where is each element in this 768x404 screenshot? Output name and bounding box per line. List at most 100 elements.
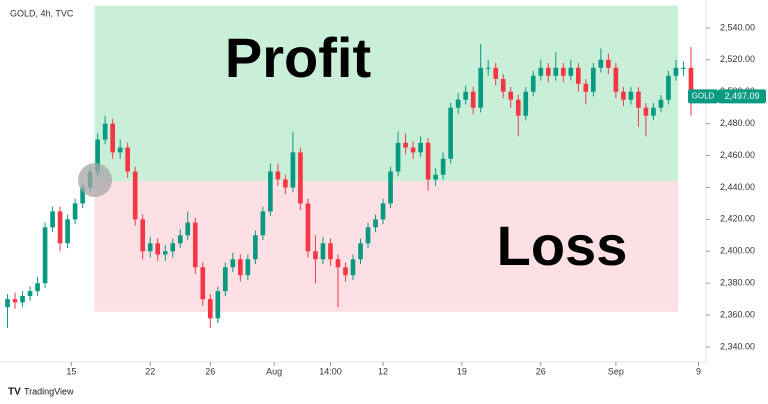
- candle-body: [65, 219, 70, 244]
- candle-body: [177, 235, 183, 244]
- candle-body: [508, 91, 514, 100]
- zone: [94, 181, 679, 312]
- footer: TradingView: [24, 386, 74, 396]
- price-tag-name-bg: [688, 89, 718, 104]
- candle: [313, 235, 318, 284]
- candle: [72, 198, 78, 225]
- candle: [147, 236, 153, 258]
- candle: [365, 222, 371, 249]
- candle-body: [50, 211, 55, 228]
- candle: [606, 53, 611, 75]
- candle: [560, 63, 566, 83]
- candle-body: [621, 91, 626, 100]
- candle: [583, 78, 589, 105]
- candle: [298, 147, 303, 210]
- plot: [5, 5, 694, 328]
- candle-body: [455, 99, 461, 108]
- candle-body: [245, 259, 251, 276]
- candle-body: [478, 67, 484, 108]
- candle: [666, 70, 671, 105]
- candle-body: [636, 91, 641, 108]
- candle: [463, 85, 468, 105]
- candle: [283, 174, 288, 194]
- candle: [268, 163, 273, 217]
- candle-body: [583, 83, 589, 92]
- candle-body: [230, 259, 236, 268]
- candle: [388, 166, 393, 209]
- candle: [305, 198, 311, 258]
- candle: [628, 86, 634, 105]
- candle-body: [20, 295, 25, 303]
- candle: [125, 142, 131, 178]
- candle-body: [403, 142, 408, 148]
- candle-body: [335, 259, 341, 268]
- candle: [575, 63, 581, 92]
- candle: [170, 238, 176, 258]
- candle-body: [12, 299, 18, 303]
- candle: [440, 152, 446, 180]
- candle: [50, 206, 55, 233]
- chart-title: GOLD, 4h, TVC: [10, 8, 74, 18]
- candle: [530, 70, 536, 97]
- candle: [358, 238, 363, 265]
- candle-body: [305, 203, 311, 252]
- candle-body: [628, 91, 634, 100]
- candle-body: [57, 211, 63, 244]
- candle-body: [591, 67, 596, 92]
- candle: [613, 63, 619, 99]
- candle-body: [132, 171, 138, 220]
- candle-body: [560, 67, 566, 76]
- x-tick-label: 15: [66, 366, 76, 376]
- candle: [177, 228, 183, 249]
- x-tick-label: 9: [696, 366, 701, 376]
- candle-body: [110, 123, 115, 153]
- candle: [591, 63, 596, 97]
- x-tick-label: 19: [457, 366, 467, 376]
- candle: [538, 59, 544, 81]
- candle: [230, 252, 236, 273]
- candle-body: [575, 67, 581, 84]
- candle: [185, 211, 191, 241]
- candle-body: [185, 222, 191, 236]
- candle: [245, 254, 251, 280]
- candle: [373, 214, 378, 233]
- candle-body: [298, 152, 303, 204]
- candle-body: [117, 147, 123, 153]
- candle-body: [433, 174, 438, 180]
- candle: [433, 168, 438, 186]
- candle: [545, 63, 551, 83]
- candle-body: [606, 59, 611, 68]
- candle-body: [380, 203, 386, 220]
- candle: [523, 86, 529, 121]
- candle: [27, 286, 33, 301]
- candle-body: [530, 75, 536, 92]
- price-tag-name: GOLD: [692, 91, 715, 100]
- candle-body: [155, 243, 161, 255]
- y-tick-label: 2,520.00: [720, 54, 755, 64]
- candle-body: [238, 259, 243, 276]
- candle: [598, 48, 604, 73]
- candle-body: [463, 91, 468, 100]
- candle: [20, 291, 25, 308]
- y-tick-label: 2,460.00: [720, 150, 755, 160]
- y-tick-label: 2,540.00: [720, 22, 755, 32]
- candle: [493, 63, 499, 86]
- candle: [5, 294, 10, 328]
- price-tag-label: 2,497.09: [724, 91, 759, 101]
- candle-body: [553, 67, 559, 76]
- entry-marker: [78, 163, 112, 197]
- candle: [102, 115, 108, 145]
- candle-body: [200, 267, 206, 300]
- candle: [132, 166, 138, 226]
- candle: [320, 236, 326, 265]
- candle: [260, 206, 266, 241]
- candle-body: [275, 171, 281, 180]
- candle: [651, 102, 656, 121]
- candle-body: [343, 267, 348, 276]
- candle: [403, 133, 408, 154]
- candle-body: [568, 67, 574, 76]
- x-tick-label: Aug: [266, 366, 282, 376]
- x-tick-label: 14:00: [319, 366, 342, 376]
- candle: [553, 51, 559, 81]
- candle-body: [658, 99, 664, 108]
